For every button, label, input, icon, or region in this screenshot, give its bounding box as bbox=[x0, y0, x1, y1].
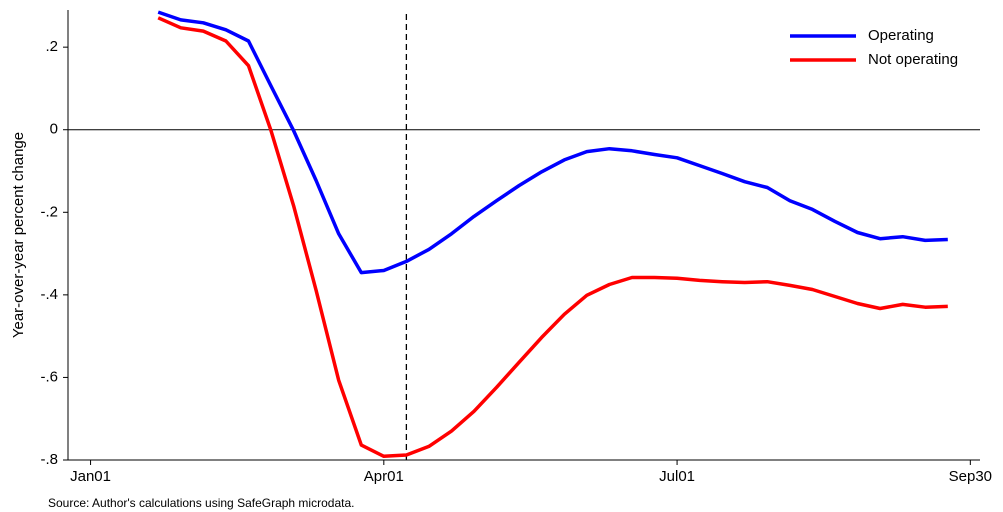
y-tick-label: -.4 bbox=[40, 286, 58, 303]
series-line bbox=[157, 16, 948, 459]
series-line bbox=[157, 10, 948, 275]
y-axis-label: Year-over-year percent change bbox=[10, 132, 27, 338]
x-tick-label: Sep30 bbox=[949, 468, 992, 485]
y-tick-label: .2 bbox=[45, 38, 58, 55]
x-tick-label: Jul01 bbox=[659, 468, 695, 485]
source-note: Source: Author's calculations using Safe… bbox=[48, 496, 354, 510]
y-tick-label: 0 bbox=[50, 121, 58, 138]
y-tick-label: -.6 bbox=[40, 368, 58, 385]
y-tick-label: -.2 bbox=[40, 203, 58, 220]
x-tick-label: Jan01 bbox=[70, 468, 111, 485]
y-tick-label: -.8 bbox=[40, 451, 58, 468]
x-tick-label: Apr01 bbox=[364, 468, 404, 485]
legend-label: Not operating bbox=[868, 51, 958, 68]
legend-label: Operating bbox=[868, 27, 934, 44]
